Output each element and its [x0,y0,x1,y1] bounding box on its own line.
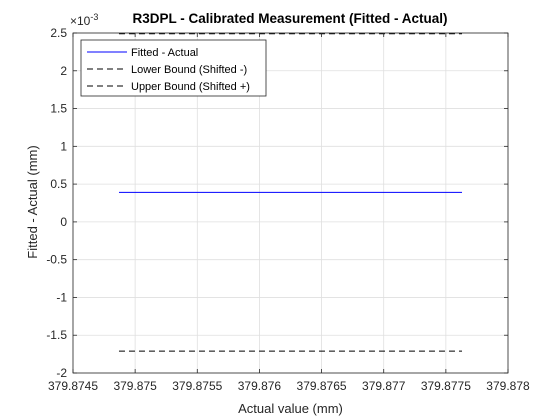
x-tick-label: 379.878 [486,379,530,393]
y-tick-label: 0 [60,215,67,229]
legend-label-upper: Upper Bound (Shifted +) [131,81,250,93]
x-axis-label: Actual value (mm) [238,401,343,416]
plot-area [118,33,463,352]
y-tick-label: 1 [60,139,67,153]
y-tick-label: 1.5 [50,102,67,116]
x-tick-label: 379.877 [362,379,406,393]
y-tick-label: -0.5 [46,253,67,267]
chart-title: R3DPL - Calibrated Measurement (Fitted -… [132,11,447,26]
x-tick-label: 379.8765 [297,379,347,393]
y-tick-label: -1 [56,290,67,304]
legend-label-fitted: Fitted - Actual [131,47,198,59]
y-tick-label: -1.5 [46,328,67,342]
y-axis-label: Fitted - Actual (mm) [25,145,40,258]
legend-box [80,39,267,97]
y-tick-label: 2 [60,64,67,78]
axis-ticks: 379.8745 379.875 379.8755 379.876 379.8765 37… [46,26,530,393]
y-tick-label: 0.5 [50,177,67,191]
y-exponent: ×10-3 [70,12,98,28]
y-tick-label: 2.5 [50,26,67,40]
x-tick-label: 379.8745 [48,379,98,393]
legend: Fitted - Actual Lower Bound (Shifted -) … [80,39,267,97]
axes-box [72,32,509,374]
y-exponent-power: -3 [90,12,98,22]
x-tick-label: 379.8755 [172,379,222,393]
x-tick-label: 379.876 [238,379,282,393]
y-tick-label: -2 [56,366,67,380]
x-tick-label: 379.875 [113,379,157,393]
legend-label-lower: Lower Bound (Shifted -) [131,64,247,76]
x-tick-label: 379.8775 [421,379,471,393]
